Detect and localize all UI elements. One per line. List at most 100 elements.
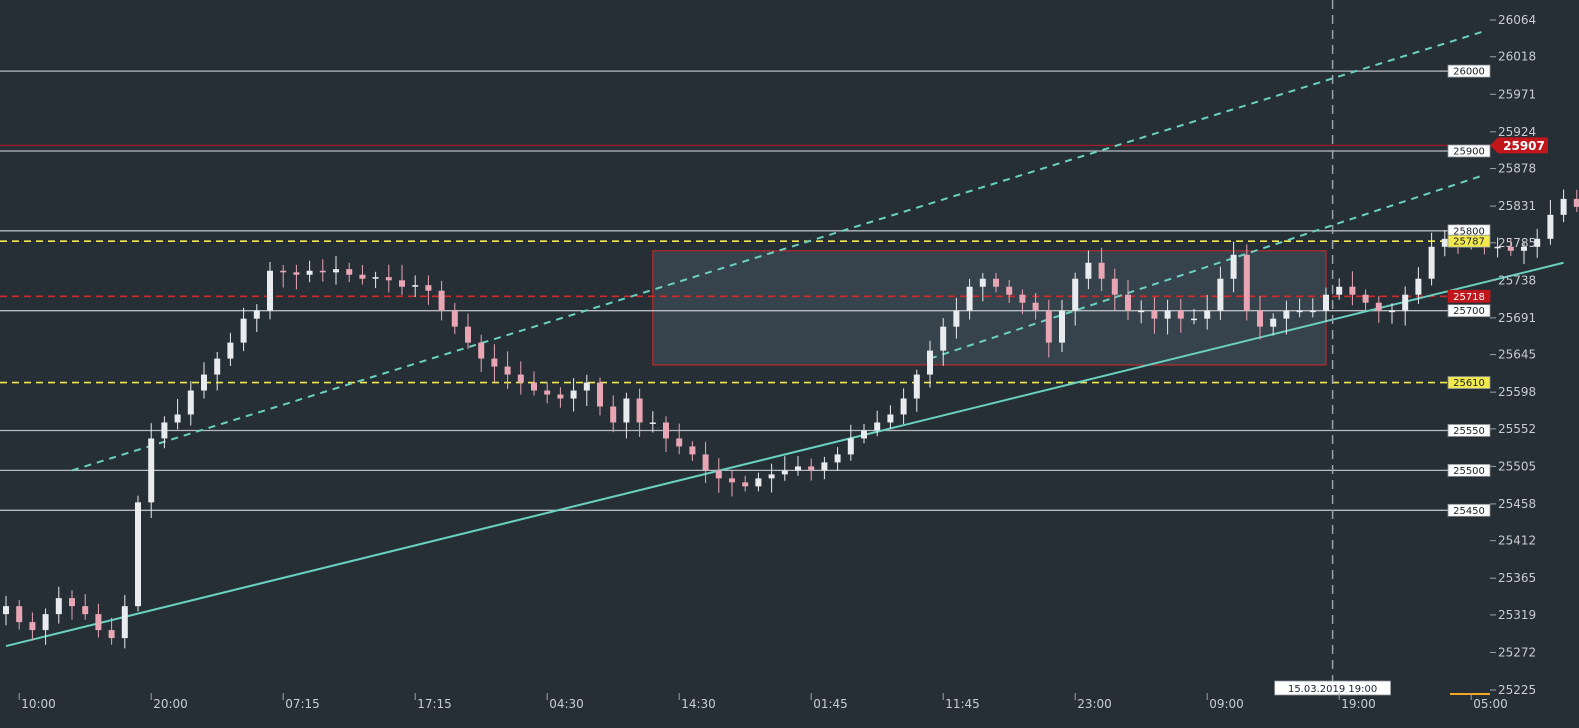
candle-body <box>1428 246 1435 279</box>
candle-body <box>438 290 445 311</box>
level-badge-25787 <box>1447 234 1491 248</box>
candle-body <box>623 398 630 423</box>
candle-body <box>913 374 920 399</box>
candle-body <box>1336 286 1343 295</box>
last-price-label: 25907 <box>1503 139 1545 153</box>
candle-body <box>583 382 590 391</box>
level-label-25610: 25610 <box>1453 378 1485 389</box>
candle-body <box>148 438 155 503</box>
candle-body <box>1521 246 1527 251</box>
candle-body <box>1085 262 1092 279</box>
level-label-25450: 25450 <box>1453 506 1485 517</box>
candle-body <box>676 438 683 447</box>
candle-body <box>161 422 168 439</box>
candle-body <box>42 614 49 631</box>
candle-body <box>412 285 419 287</box>
candle-body <box>1362 294 1369 303</box>
price-tick-label: 25272 <box>1498 645 1536 659</box>
trendline-1 <box>5 261 1564 648</box>
candle-body <box>531 382 537 391</box>
time-tick-label: 07:15 <box>285 697 320 711</box>
candle-body <box>1098 262 1105 279</box>
candle-body <box>689 446 696 455</box>
candle-body <box>253 310 260 319</box>
time-tick-label: 04:30 <box>549 697 584 711</box>
candle-body <box>557 394 564 399</box>
candle-body <box>306 270 313 275</box>
crosshair-date-label: 15.03.2019 19:00 <box>1288 684 1377 695</box>
candle-body <box>966 286 973 311</box>
price-tick-label: 25785 <box>1498 236 1536 250</box>
level-label-25550: 25550 <box>1453 426 1485 437</box>
candle-body <box>1191 318 1197 321</box>
price-tick-label: 25738 <box>1498 273 1536 287</box>
trendline-3 <box>929 173 1485 360</box>
time-tick-label: 19:00 <box>1341 697 1376 711</box>
candle-body <box>1243 254 1250 311</box>
candle-body <box>227 342 234 359</box>
time-tick-label: 05:00 <box>1473 697 1508 711</box>
level-badge-25700 <box>1447 304 1491 318</box>
candle-body <box>135 502 141 607</box>
candle-body <box>544 390 551 395</box>
candle-body <box>1534 238 1541 247</box>
candle-body <box>649 422 656 424</box>
price-tick-label: 25645 <box>1498 348 1536 362</box>
candle-body <box>636 398 643 423</box>
candle-body <box>1415 278 1422 295</box>
level-badge-26000 <box>1447 64 1491 78</box>
price-tick-label: 25831 <box>1498 199 1536 213</box>
candle-body <box>95 614 102 631</box>
candle-body <box>214 358 221 375</box>
candle-body <box>16 606 23 623</box>
time-tick-label: 10:00 <box>21 697 56 711</box>
candle-body <box>1402 294 1409 311</box>
candle-body <box>1230 254 1237 279</box>
price-tick-label: 25365 <box>1498 571 1536 585</box>
candle-body <box>1032 302 1039 311</box>
candle-body <box>319 270 326 273</box>
candle-body <box>1494 246 1501 249</box>
candle-body <box>821 462 828 471</box>
candle-body <box>1441 238 1448 247</box>
last-price-badge <box>1490 137 1548 154</box>
candle-body <box>953 310 960 327</box>
candle-body <box>187 390 194 415</box>
candles-layer <box>3 189 1579 649</box>
candle-body <box>478 342 485 359</box>
candle-body <box>399 280 405 287</box>
price-tick-label: 25598 <box>1498 385 1536 399</box>
candle-body <box>993 278 999 287</box>
level-label-25800: 25800 <box>1453 226 1485 237</box>
price-axis[interactable]: 26064 26018 25971 25924 25878 25831 25785 25738… <box>1450 13 1536 697</box>
crosshair-layer: 15.03.2019 19:00 <box>1274 0 1391 696</box>
time-tick-label: 09:00 <box>1209 697 1244 711</box>
price-tick-label: 25412 <box>1498 534 1536 548</box>
level-label-25900: 25900 <box>1453 146 1485 157</box>
candle-body <box>333 269 339 273</box>
candle-body <box>385 277 392 281</box>
candle-body <box>1177 310 1184 319</box>
price-tick-label: 25505 <box>1498 459 1536 473</box>
candle-body <box>1547 214 1554 239</box>
candle-body <box>451 310 458 327</box>
candle-body <box>874 422 881 431</box>
candle-body <box>847 438 854 455</box>
price-tick-label: 25552 <box>1498 422 1536 436</box>
level-label-25787: 25787 <box>1453 237 1485 248</box>
candle-body <box>1389 310 1395 313</box>
candle-body <box>504 366 511 375</box>
candle-body <box>425 285 432 291</box>
price-tick-label: 25878 <box>1498 162 1536 176</box>
candle-body <box>979 278 986 287</box>
candle-body <box>702 454 709 471</box>
level-badge-25450 <box>1447 503 1491 517</box>
candle-body <box>742 482 749 487</box>
candle-body <box>82 606 89 615</box>
candle-body <box>663 422 669 439</box>
time-axis[interactable]: 10:00 20:00 07:15 17:15 04:30 14:30 01:45 11:45… <box>18 693 1508 711</box>
candle-body <box>346 269 353 275</box>
